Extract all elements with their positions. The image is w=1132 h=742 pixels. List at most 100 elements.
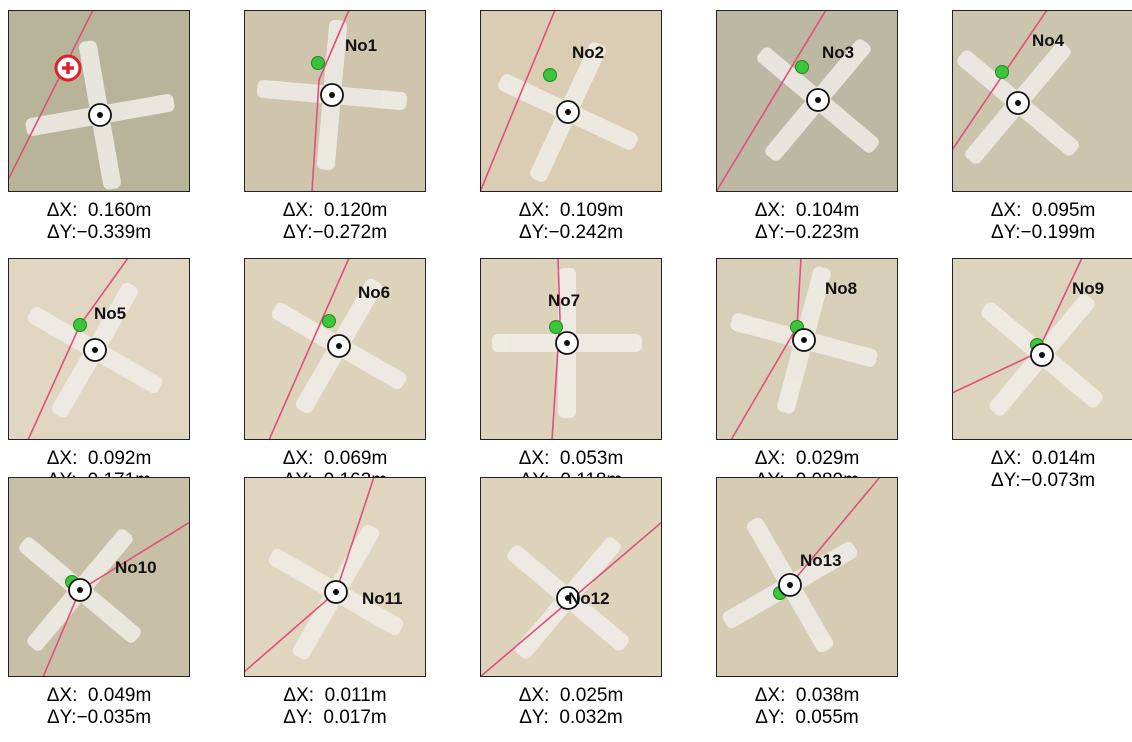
delta-x: ΔX: 0.109m xyxy=(519,200,624,221)
tile-border xyxy=(8,258,190,440)
delta-y: ΔY:−0.199m xyxy=(991,222,1095,243)
target-dot xyxy=(801,337,807,343)
delta-x: ΔX: 0.029m xyxy=(755,448,860,469)
delta-x: ΔX: 0.120m xyxy=(283,200,388,221)
tile-border xyxy=(244,10,426,192)
tile-border xyxy=(716,477,898,677)
tile-image: No2 xyxy=(480,10,662,192)
point-label: No13 xyxy=(800,551,842,570)
delta-y: ΔY: 0.032m xyxy=(519,707,623,728)
delta-x: ΔX: 0.160m xyxy=(47,200,152,221)
tile-border xyxy=(244,477,426,677)
delta-y: ΔY: 0.055m xyxy=(755,707,859,728)
target-dot xyxy=(329,92,335,98)
target-dot xyxy=(77,587,83,593)
survey-line xyxy=(268,258,350,440)
delta-x: ΔX: 0.049m xyxy=(47,685,152,706)
delta-y: ΔY: 0.017m xyxy=(283,707,387,728)
survey-line xyxy=(480,10,556,192)
green-point xyxy=(543,68,557,82)
target-dot xyxy=(1039,352,1045,358)
target-dot xyxy=(564,340,570,346)
tile-border xyxy=(716,258,898,440)
delta-x: ΔX: 0.053m xyxy=(519,448,624,469)
target-dot xyxy=(787,582,793,588)
tile-border xyxy=(244,258,426,440)
target-dot xyxy=(336,343,342,349)
delta-x: ΔX: 0.011m xyxy=(283,685,386,706)
delta-x: ΔX: 0.025m xyxy=(519,685,624,706)
green-point xyxy=(795,60,809,74)
point-label: No9 xyxy=(1072,279,1104,298)
survey-line xyxy=(311,10,350,192)
aerial-background xyxy=(952,10,1132,192)
green-point xyxy=(549,320,563,334)
point-label: No4 xyxy=(1032,31,1065,50)
tile-image: No7 xyxy=(480,258,662,440)
delta-y: ΔY:−0.035m xyxy=(47,707,151,728)
target-dot xyxy=(565,109,571,115)
green-point xyxy=(995,65,1009,79)
target-dot xyxy=(1015,100,1021,106)
delta-y: ΔY:−0.339m xyxy=(47,222,151,243)
survey-line xyxy=(716,10,827,192)
survey-line xyxy=(952,10,1048,151)
point-label: No5 xyxy=(94,304,126,323)
point-label: No11 xyxy=(362,589,403,608)
delta-x: ΔX: 0.038m xyxy=(755,685,860,706)
tile-image: No12 xyxy=(480,477,662,677)
red-plus xyxy=(62,62,74,74)
aerial-background xyxy=(480,477,662,677)
delta-x: ΔX: 0.014m xyxy=(991,448,1096,469)
survey-line xyxy=(551,258,561,440)
tile-border xyxy=(8,10,190,192)
point-label: No12 xyxy=(568,589,610,608)
point-label: No8 xyxy=(825,279,857,298)
green-point xyxy=(73,318,87,332)
delta-x: ΔX: 0.069m xyxy=(283,448,388,469)
target-dot xyxy=(92,347,98,353)
tile-image: No11 xyxy=(244,477,426,677)
tile-image: No5 xyxy=(8,258,190,440)
point-label: No2 xyxy=(572,43,604,62)
tile-image: No13 xyxy=(716,477,898,677)
tile-border xyxy=(952,258,1132,440)
tile-image: No3 xyxy=(716,10,898,192)
tile-border xyxy=(480,258,662,440)
tile-border xyxy=(480,10,662,192)
green-point xyxy=(322,314,336,328)
green-point xyxy=(311,56,325,70)
point-label: No10 xyxy=(115,558,157,577)
point-label: No7 xyxy=(548,291,580,310)
tile-image: No8 xyxy=(716,258,898,440)
point-label: No1 xyxy=(345,36,377,55)
delta-y: ΔY:−0.073m xyxy=(991,470,1095,491)
delta-x: ΔX: 0.104m xyxy=(755,200,860,221)
tile-image: No6 xyxy=(244,258,426,440)
delta-y: ΔY:−0.272m xyxy=(283,222,387,243)
point-label: No3 xyxy=(822,43,854,62)
survey-line xyxy=(8,10,94,181)
target-dot xyxy=(565,595,571,601)
point-label: No6 xyxy=(358,283,390,302)
tile-border xyxy=(716,10,898,192)
tile-image: No1 xyxy=(244,10,426,192)
target-dot xyxy=(333,589,339,595)
target-dot xyxy=(815,97,821,103)
delta-x: ΔX: 0.092m xyxy=(47,448,152,469)
tile-border xyxy=(8,477,190,677)
